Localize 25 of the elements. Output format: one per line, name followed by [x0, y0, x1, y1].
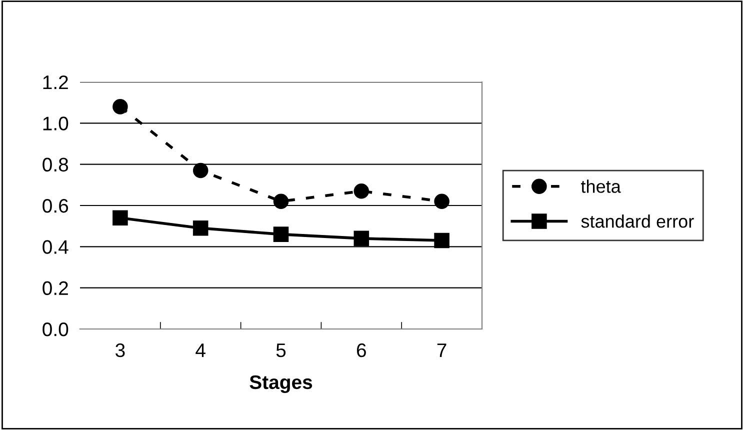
y-tick-label: 0.6	[42, 198, 68, 213]
point	[434, 194, 450, 210]
point	[354, 230, 370, 246]
point	[273, 194, 289, 210]
point	[192, 162, 208, 178]
x-tick-label: 7	[437, 344, 446, 357]
legend-label: standard error	[581, 214, 694, 228]
y-tick-label: 0.2	[42, 281, 68, 296]
y-tick-label: 1.0	[43, 116, 68, 130]
point	[192, 220, 208, 236]
y-tick-label: 1.2	[43, 75, 68, 90]
x-tick-label: 6	[356, 343, 366, 358]
x-axis-title: Stages	[250, 375, 312, 394]
y-tick-label: 0.4	[42, 240, 68, 254]
point	[354, 183, 370, 199]
x-tick-label: 3	[116, 343, 125, 358]
y-tick-label: 0.0	[42, 322, 68, 336]
legend-label: theta	[581, 180, 621, 193]
x-tick-label: 4	[196, 344, 206, 357]
point	[112, 210, 128, 226]
y-tick-label: 0.8	[42, 158, 68, 172]
point	[112, 99, 128, 114]
point	[434, 232, 450, 248]
x-tick-label: 5	[276, 344, 286, 358]
point	[273, 226, 289, 242]
